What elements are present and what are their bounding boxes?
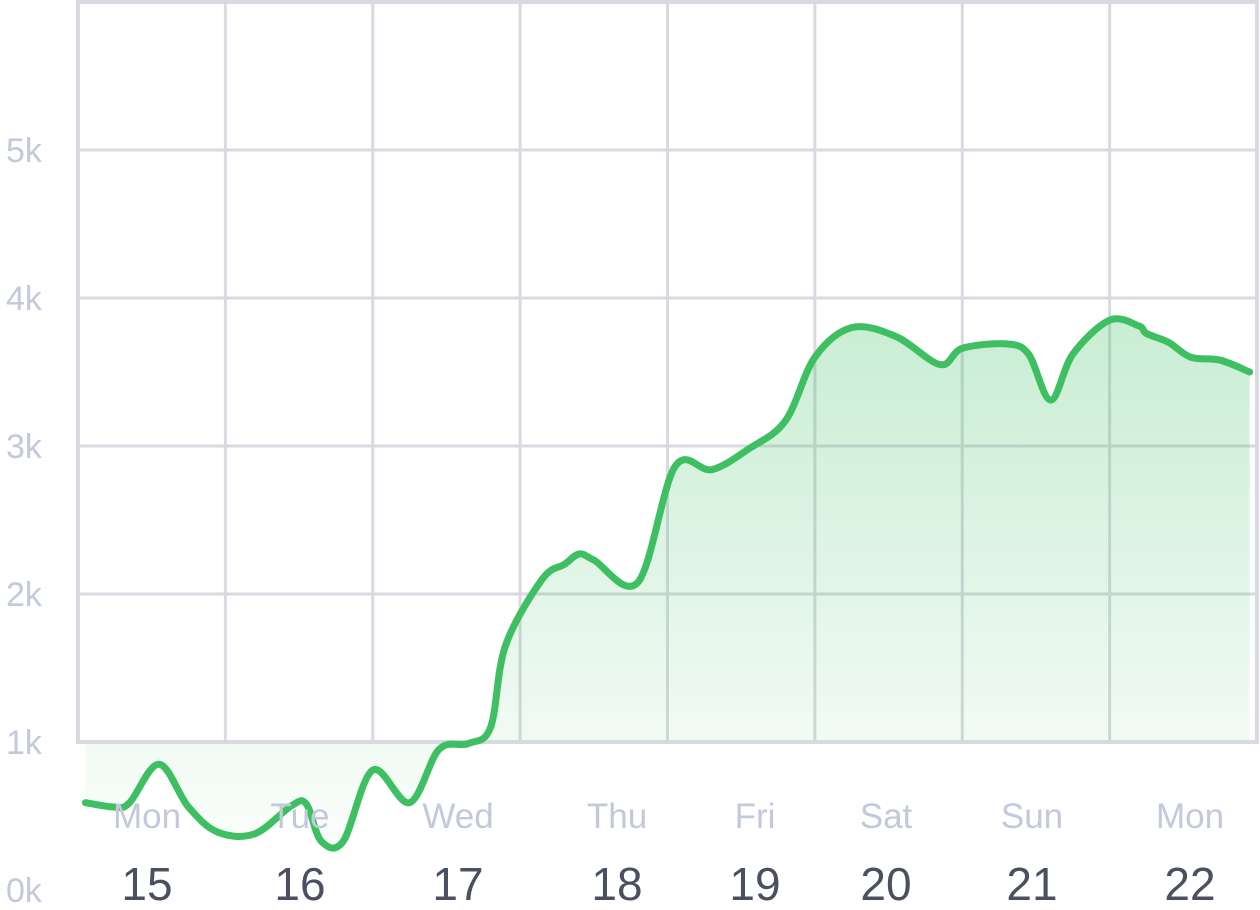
data-point [672, 464, 678, 470]
data-point [407, 800, 413, 806]
data-point [488, 724, 494, 730]
data-point [215, 829, 221, 835]
data-point [937, 362, 943, 368]
x-tick-date-label: 22 [1164, 858, 1215, 910]
x-axis-tick-labels: Mon 15 Tue 16 Wed 17 Thu 18 Fri 19 Sat 20 Sun 21 Mon 22 [113, 797, 1224, 910]
data-point [466, 741, 472, 747]
data-point [1166, 339, 1172, 345]
data-point [1217, 357, 1223, 363]
data-point [576, 551, 582, 557]
data-point [1107, 317, 1113, 323]
plot-frame [76, 0, 1259, 744]
data-point [539, 576, 545, 582]
x-tick-date-label: 17 [432, 858, 483, 910]
data-point [370, 767, 376, 773]
data-point [591, 557, 597, 563]
x-tick-date-label: 21 [1006, 858, 1057, 910]
data-point [1144, 331, 1150, 337]
y-axis-tick-labels: 0k 1k 2k 3k 4k 5k [6, 132, 43, 910]
x-tick-date-label: 20 [860, 858, 911, 910]
data-point [186, 804, 192, 810]
data-point [318, 838, 324, 844]
y-tick-label: 2k [6, 576, 43, 614]
data-point [959, 345, 965, 351]
y-tick-label: 1k [6, 724, 43, 762]
data-point [782, 418, 788, 424]
data-point [340, 838, 346, 844]
x-tick-day-label: Thu [587, 797, 647, 836]
y-tick-label: 0k [6, 872, 43, 910]
series-area-fill [85, 318, 1250, 849]
x-tick-day-label: Wed [422, 797, 493, 836]
data-point [1026, 351, 1032, 357]
data-point [1188, 354, 1194, 360]
data-point [436, 746, 442, 752]
data-point [1136, 323, 1142, 329]
data-point [812, 354, 818, 360]
data-point [561, 561, 567, 567]
x-tick-day-label: Mon [1156, 797, 1224, 836]
data-point [746, 446, 752, 452]
x-tick-day-label: Fri [735, 797, 776, 836]
y-tick-label: 3k [6, 428, 43, 466]
data-point [635, 579, 641, 585]
data-point [849, 325, 855, 331]
data-point [1004, 341, 1010, 347]
data-point [82, 800, 88, 806]
data-point [893, 334, 899, 340]
y-tick-label: 5k [6, 132, 43, 170]
data-point [1048, 397, 1054, 403]
x-tick-day-label: Mon [113, 797, 181, 836]
x-tick-date-label: 19 [729, 858, 780, 910]
data-point [156, 761, 162, 767]
series-line [81, 315, 1254, 852]
x-tick-date-label: 18 [591, 858, 642, 910]
x-tick-day-label: Sat [860, 797, 913, 836]
data-point [1247, 369, 1253, 375]
y-tick-label: 4k [6, 280, 43, 318]
x-tick-day-label: Sun [1001, 797, 1063, 836]
x-tick-date-label: 16 [274, 858, 325, 910]
data-point [502, 643, 508, 649]
data-point [709, 467, 715, 473]
x-tick-date-label: 15 [121, 858, 172, 910]
data-point [1070, 351, 1076, 357]
data-point [252, 831, 258, 837]
x-tick-day-label: Tue [270, 797, 329, 836]
